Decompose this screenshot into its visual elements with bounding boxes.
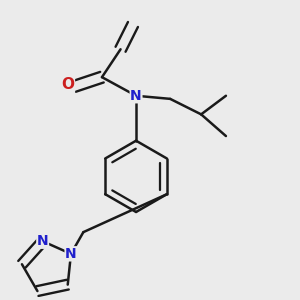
- Text: O: O: [61, 77, 74, 92]
- Text: N: N: [37, 234, 49, 248]
- Text: N: N: [130, 89, 142, 103]
- Text: N: N: [65, 247, 77, 261]
